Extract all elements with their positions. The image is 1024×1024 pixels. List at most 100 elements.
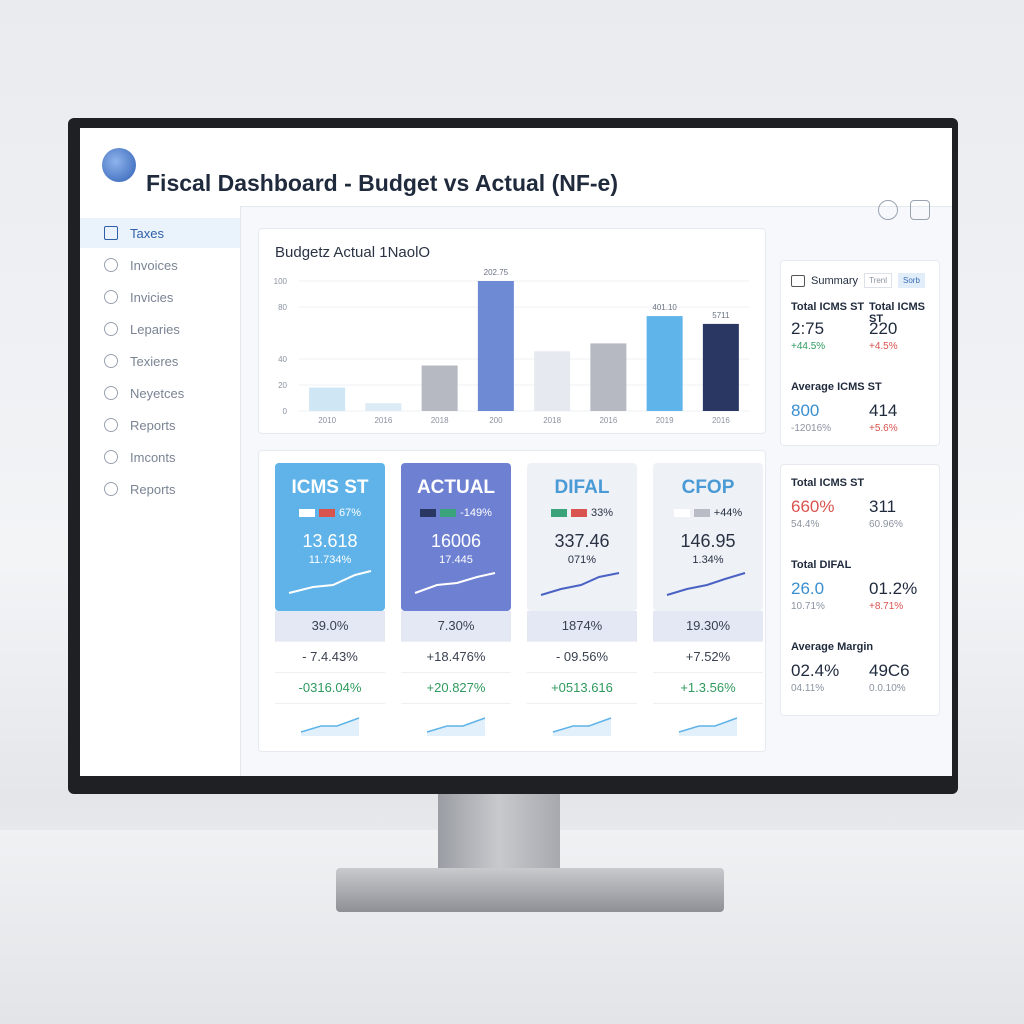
legend-swatch (420, 509, 437, 517)
y-tick-label: 80 (278, 303, 287, 312)
y-tick-label: 0 (283, 407, 288, 416)
sparkline-line (414, 572, 496, 594)
nav-item[interactable]: Invicies (80, 282, 240, 312)
item-change: +4.5% (869, 341, 898, 352)
item-value: 800 (791, 401, 820, 420)
item-change: 10.71% (791, 601, 825, 612)
nav-label: Neyetces (130, 385, 185, 401)
legend-text: -149% (460, 507, 492, 519)
legend-text: +44% (713, 507, 743, 519)
nav-item[interactable]: Invoices (80, 250, 240, 280)
mini-sparkline-line (552, 717, 612, 733)
nav-icon (104, 386, 118, 400)
card-value: 13.618 (302, 531, 358, 551)
nav-item[interactable]: Reports (80, 474, 240, 504)
group-label: Average ICMS ST (791, 381, 882, 393)
card-title: DIFAL (554, 477, 610, 498)
x-tick-label: 2010 (318, 416, 336, 425)
nav-item[interactable]: Texieres (80, 346, 240, 376)
mini-sparkline (426, 717, 486, 736)
summary-panel: Summary Trenl Sorb Total ICMS ST 2:75 +44.… (780, 260, 940, 446)
y-tick-label: 100 (274, 277, 288, 286)
bar (646, 316, 683, 411)
nav-icon (104, 322, 118, 336)
nav-label: Reports (130, 417, 176, 433)
trend-button[interactable]: Trenl (864, 273, 892, 288)
user-icon[interactable] (878, 200, 898, 220)
item-value: 311 (869, 497, 897, 516)
legend-swatch (570, 509, 587, 517)
sort-button[interactable]: Sorb (898, 273, 925, 288)
card-row: -0316.04% (275, 673, 385, 704)
monitor-stand (438, 794, 560, 880)
item-value: 01.2% (869, 579, 918, 598)
card-sub: 11.734% (308, 554, 352, 566)
kpi-card[interactable]: ICMS ST 67% 13.618 11.734% 39.0% - 7.4.43% -03… (275, 463, 385, 749)
card-row: +18.476% (401, 642, 511, 673)
card-head: ACTUAL -149% 16006 17.445 (401, 463, 511, 611)
group-label: Total ICMS ST (791, 477, 865, 489)
sparkline-line (540, 572, 620, 596)
group-label: Total DIFAL (791, 559, 852, 571)
card-row: - 09.56% (527, 642, 637, 673)
kpi-card[interactable]: ACTUAL -149% 16006 17.445 7.30% +18.476% +20.8… (401, 463, 511, 749)
card-row: +7.52% (653, 642, 763, 673)
bar (309, 387, 346, 411)
item-change: 60.96% (869, 519, 903, 530)
item-change: +5.6% (869, 423, 898, 434)
monitor-base (336, 868, 724, 912)
item-value: 660% (791, 497, 835, 516)
card-row: +20.827% (401, 673, 511, 704)
kpi-card[interactable]: CFOP +44% 146.95 1.34% 19.30% +7.52% +1.3.56% (653, 463, 763, 749)
item-value: 2:75 (791, 319, 825, 338)
header-icons (878, 200, 930, 220)
card-sub: 1.34% (692, 554, 724, 566)
card-value: 337.46 (554, 531, 610, 551)
card-legend: 67% (275, 507, 385, 519)
card-sub: 17.445 (439, 554, 473, 566)
card-title: ICMS ST (291, 477, 369, 498)
bell-icon[interactable] (910, 200, 930, 220)
nav-item[interactable]: Neyetces (80, 378, 240, 408)
group-label: Average Margin (791, 641, 874, 653)
nav-item[interactable]: Reports (80, 410, 240, 440)
mini-sparkline (552, 717, 612, 736)
mini-sparkline-line (301, 718, 359, 736)
card-legend: 33% (527, 507, 637, 519)
totals-panel: Total ICMS ST 660% 54.4% 311 60.96% Total DIF… (780, 464, 940, 716)
sidebar: Taxes Invoices Invicies Leparies Texieres Ney… (80, 206, 241, 776)
bar (590, 343, 627, 411)
item-value: 02.4% (791, 661, 840, 680)
sparkline (666, 572, 746, 596)
legend-swatch (440, 509, 457, 517)
x-tick-label: 2016 (374, 416, 392, 425)
item-value: 220 (869, 319, 898, 338)
x-tick-label: 2016 (599, 416, 617, 425)
card-title: CFOP (681, 477, 735, 498)
item-change: 54.4% (791, 519, 820, 530)
nav-item[interactable]: Taxes (80, 218, 240, 248)
nav-label: Reports (130, 481, 176, 497)
item-change: 04.11% (791, 683, 825, 694)
nav-item[interactable]: Leparies (80, 314, 240, 344)
bar-annotation: 401.10 (652, 303, 677, 312)
sparkline-line (288, 570, 372, 594)
legend-swatch (673, 509, 690, 517)
nav-icon (104, 226, 118, 240)
card-sub: 071% (567, 554, 597, 566)
sparkline (540, 572, 620, 596)
card-row: 39.0% (275, 611, 385, 642)
nav-label: Invoices (130, 257, 178, 273)
mini-sparkline (300, 717, 360, 736)
bar (702, 323, 739, 411)
header: Fiscal Dashboard - Budget vs Actual (NF-… (80, 128, 952, 220)
x-tick-label: 2016 (712, 416, 730, 425)
nav-label: Imconts (130, 449, 176, 465)
kpi-card[interactable]: DIFAL 33% 337.46 071% 1874% - 09.56% +0513.616 (527, 463, 637, 749)
page-title: Fiscal Dashboard - Budget vs Actual (NF-… (146, 170, 618, 196)
card-title: ACTUAL (416, 477, 496, 498)
item-value: 49C6 (869, 661, 910, 680)
nav-item[interactable]: Imconts (80, 442, 240, 472)
x-tick-label: 2018 (431, 416, 449, 425)
y-tick-label: 20 (278, 381, 287, 390)
